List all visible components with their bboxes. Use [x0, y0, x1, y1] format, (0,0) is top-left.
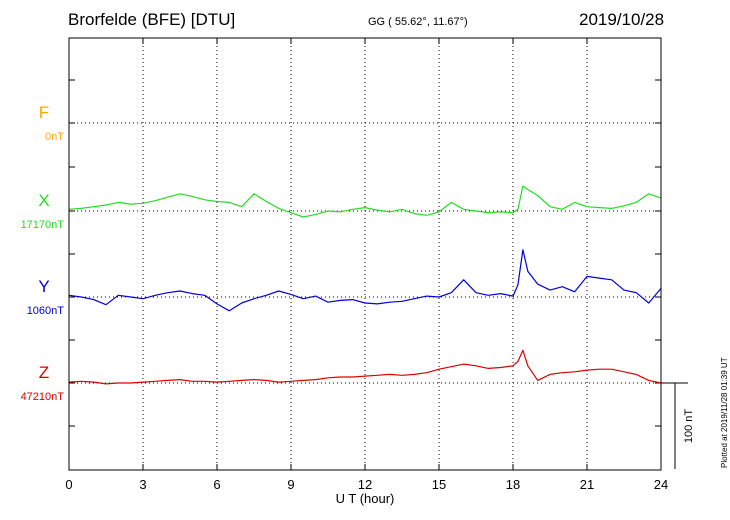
x-tick-label: 15: [432, 477, 446, 492]
series-line-x: [68, 185, 662, 218]
chart-date: 2019/10/28: [579, 10, 665, 29]
series-baseline-z: 47210nT: [21, 391, 65, 403]
plot-frame: [68, 37, 662, 471]
series-baseline-f: 0nT: [45, 131, 64, 143]
x-tick-label: 0: [65, 477, 72, 492]
x-tick-label: 9: [287, 477, 294, 492]
series-line-y: [68, 249, 662, 312]
series-line-z: [68, 349, 662, 385]
grid: [68, 38, 662, 470]
x-tick-label: 18: [506, 477, 520, 492]
x-axis-label: U T (hour): [336, 491, 395, 506]
scale-bar: 100 nT: [661, 382, 695, 469]
x-tick-label: 6: [213, 477, 220, 492]
series-name-z: Z: [39, 363, 49, 382]
plotted-timestamp: Plotted at 2019/11/28 01:39 UT: [720, 357, 729, 468]
x-tick-label: 21: [580, 477, 594, 492]
station-title: Brorfelde (BFE) [DTU]: [68, 10, 236, 29]
series-name-x: X: [38, 191, 49, 210]
series-name-f: F: [39, 103, 49, 122]
scale-bar-label: 100 nT: [683, 409, 695, 444]
labels-layer: 0 3 6 9 12 15 18 21 24 U T (hour) F 0nT X 17170nT Y 106…: [21, 103, 669, 506]
x-tick-label: 12: [358, 477, 372, 492]
x-tick-label: 3: [139, 477, 146, 492]
series-name-y: Y: [38, 277, 49, 296]
series-baseline-x: 17170nT: [21, 219, 65, 231]
x-tick-label: 24: [654, 477, 668, 492]
station-coordinates: GG ( 55.62°, 11.67°): [368, 16, 468, 28]
series-baseline-y: 1060nT: [27, 305, 65, 317]
series-layer: [68, 185, 662, 385]
